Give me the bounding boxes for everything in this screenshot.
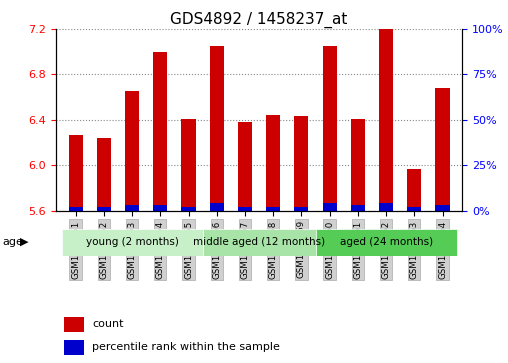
Bar bbox=[238, 122, 252, 211]
Bar bbox=[125, 91, 139, 211]
Text: aged (24 months): aged (24 months) bbox=[339, 237, 433, 247]
Bar bbox=[153, 52, 167, 211]
Bar bbox=[153, 205, 167, 211]
Bar bbox=[238, 207, 252, 211]
Bar bbox=[266, 207, 280, 211]
Bar bbox=[294, 117, 308, 211]
Bar bbox=[379, 203, 393, 211]
Bar bbox=[351, 119, 365, 211]
Bar bbox=[97, 138, 111, 211]
Bar bbox=[435, 88, 450, 211]
Text: age: age bbox=[3, 237, 23, 247]
Bar bbox=[323, 203, 337, 211]
Bar bbox=[61, 229, 203, 256]
Bar bbox=[294, 207, 308, 211]
Bar bbox=[125, 205, 139, 211]
Text: young (2 months): young (2 months) bbox=[86, 237, 178, 247]
Bar bbox=[315, 229, 457, 256]
Bar bbox=[435, 205, 450, 211]
Bar bbox=[323, 46, 337, 211]
Bar bbox=[181, 119, 196, 211]
Text: percentile rank within the sample: percentile rank within the sample bbox=[92, 342, 280, 352]
Bar bbox=[64, 339, 84, 355]
Bar bbox=[266, 115, 280, 211]
Text: ▶: ▶ bbox=[20, 237, 28, 247]
Bar bbox=[407, 207, 421, 211]
Bar bbox=[379, 29, 393, 211]
Bar bbox=[210, 46, 224, 211]
Title: GDS4892 / 1458237_at: GDS4892 / 1458237_at bbox=[170, 12, 348, 28]
Bar bbox=[69, 207, 83, 211]
Bar bbox=[203, 229, 315, 256]
Bar bbox=[181, 207, 196, 211]
Bar bbox=[351, 205, 365, 211]
Text: middle aged (12 months): middle aged (12 months) bbox=[193, 237, 325, 247]
Bar bbox=[407, 168, 421, 211]
Bar bbox=[210, 203, 224, 211]
Text: count: count bbox=[92, 319, 124, 330]
Bar bbox=[64, 317, 84, 332]
Bar bbox=[69, 135, 83, 211]
Bar bbox=[97, 207, 111, 211]
